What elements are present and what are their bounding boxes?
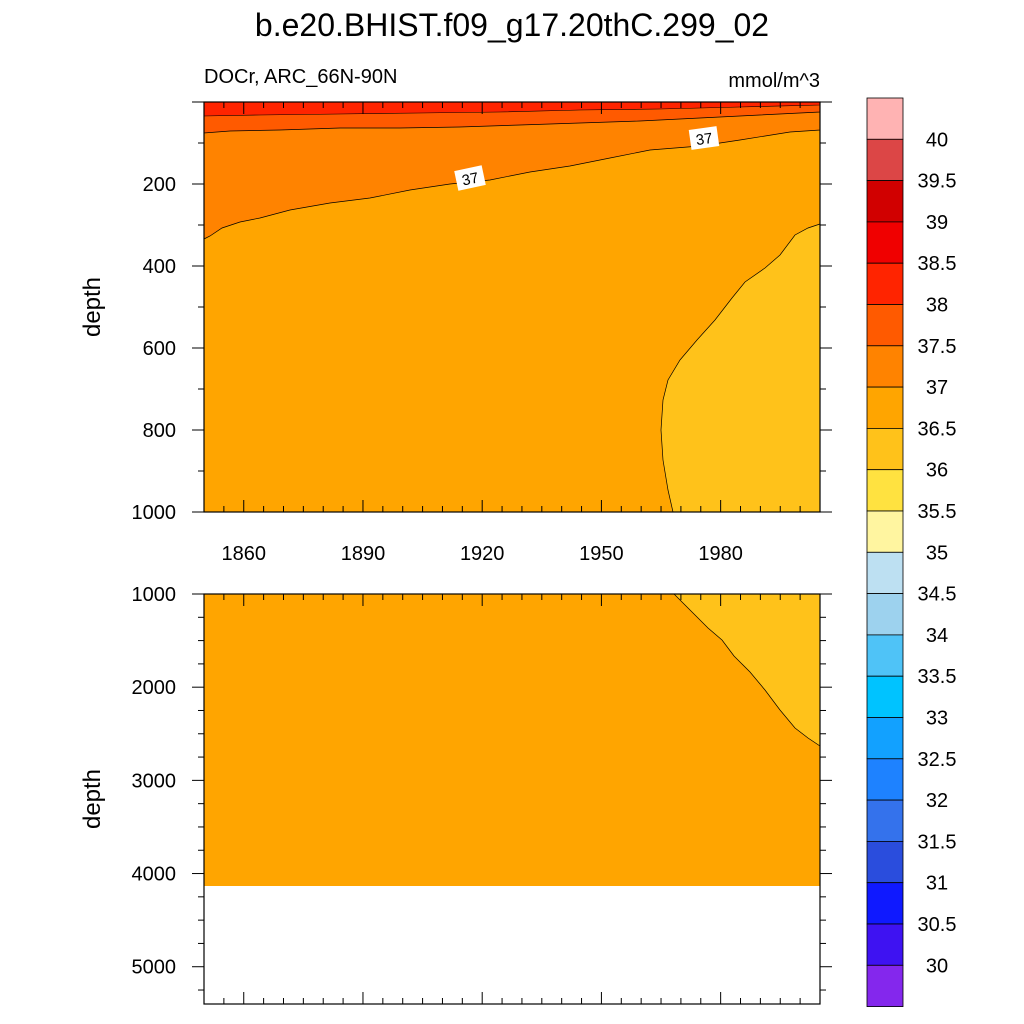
contour-label-group: 37 37 xyxy=(454,126,720,191)
colorbar-label: 34 xyxy=(926,625,948,647)
colorbar-box xyxy=(866,510,904,553)
contour-label: 37 xyxy=(695,130,714,149)
colorbar-label: 33 xyxy=(926,708,948,730)
y-tick-label: 800 xyxy=(143,420,176,442)
colorbar-label: 36.5 xyxy=(918,418,957,440)
colorbar-box xyxy=(866,180,904,223)
upper-panel: 37 37 xyxy=(203,101,821,513)
colorbar-box xyxy=(866,262,904,305)
colorbar-label: 30 xyxy=(926,955,948,977)
x-tick-label: 1950 xyxy=(579,543,624,565)
colorbar-box xyxy=(866,923,904,966)
y-tick-label: 1000 xyxy=(132,584,177,606)
colorbar-label: 34.5 xyxy=(918,584,957,606)
colorbar-label: 33.5 xyxy=(918,666,957,688)
y-axis-label-lower: depth xyxy=(79,769,106,829)
axis-ticks: 1860 1890 1920 1950 1980 200 400 600 800 1000 1000… xyxy=(132,101,832,1004)
colorbar-box xyxy=(866,799,904,842)
y-tick-label: 5000 xyxy=(132,957,177,979)
contour-label: 37 xyxy=(460,169,480,189)
colorbar-label: 31 xyxy=(926,873,948,895)
colorbar: 40 39.5 39 38.5 38 37.5 37 36.5 36 35.5 35 34.5 34 33… xyxy=(866,97,957,1007)
y-tick-label: 200 xyxy=(143,174,176,196)
lower-fill-36.5 xyxy=(204,594,820,886)
colorbar-box xyxy=(866,551,904,594)
colorbar-box xyxy=(866,427,904,471)
upper-fill-36 xyxy=(660,223,821,513)
colorbar-box xyxy=(866,841,904,884)
colorbar-label: 40 xyxy=(926,129,948,151)
colorbar-label: 37 xyxy=(926,377,948,399)
subtitle-left: DOCr, ARC_66N-90N xyxy=(204,66,397,88)
contour-label-box xyxy=(454,165,486,191)
y-tick-label: 2000 xyxy=(132,677,177,699)
contour-label-box xyxy=(688,126,720,150)
chart-title: b.e20.BHIST.f09_g17.20thC.299_02 xyxy=(255,7,769,43)
colorbar-label: 31.5 xyxy=(918,831,957,853)
x-tick-label: 1860 xyxy=(221,543,266,565)
y-tick-label: 3000 xyxy=(132,770,177,792)
colorbar-box xyxy=(866,138,904,182)
colorbar-box xyxy=(866,964,904,1007)
units-label: mmol/m^3 xyxy=(728,70,820,92)
y-axis-label-upper: depth xyxy=(79,277,106,337)
colorbar-label: 37.5 xyxy=(918,336,957,358)
y-tick-label: 400 xyxy=(143,256,176,278)
y-tick-label: 1000 xyxy=(132,502,177,524)
x-tick-label: 1980 xyxy=(698,543,743,565)
colorbar-box xyxy=(866,386,904,429)
colorbar-box xyxy=(866,634,904,677)
colorbar-box xyxy=(866,97,904,140)
colorbar-label: 39 xyxy=(926,212,948,234)
colorbar-box xyxy=(866,593,904,636)
colorbar-label: 36 xyxy=(926,460,948,482)
colorbar-box xyxy=(866,675,904,718)
colorbar-box xyxy=(866,221,904,264)
colorbar-label: 38 xyxy=(926,295,948,317)
colorbar-box xyxy=(866,304,904,347)
y-tick-label: 4000 xyxy=(132,864,177,886)
x-tick-label: 1890 xyxy=(341,543,386,565)
x-tick-label: 1920 xyxy=(460,543,505,565)
colorbar-label: 32 xyxy=(926,790,948,812)
colorbar-label: 38.5 xyxy=(918,253,957,275)
colorbar-box xyxy=(866,882,904,925)
colorbar-label: 30.5 xyxy=(918,914,957,936)
colorbar-box xyxy=(866,758,904,801)
colorbar-label: 32.5 xyxy=(918,749,957,771)
lower-frame xyxy=(203,593,821,1005)
colorbar-box xyxy=(866,469,904,512)
colorbar-label: 39.5 xyxy=(918,171,957,193)
colorbar-box xyxy=(866,717,904,760)
lower-panel xyxy=(203,593,821,1005)
y-tick-label: 600 xyxy=(143,338,176,360)
colorbar-box xyxy=(866,345,904,388)
colorbar-label: 35 xyxy=(926,542,948,564)
colorbar-label: 35.5 xyxy=(918,501,957,523)
